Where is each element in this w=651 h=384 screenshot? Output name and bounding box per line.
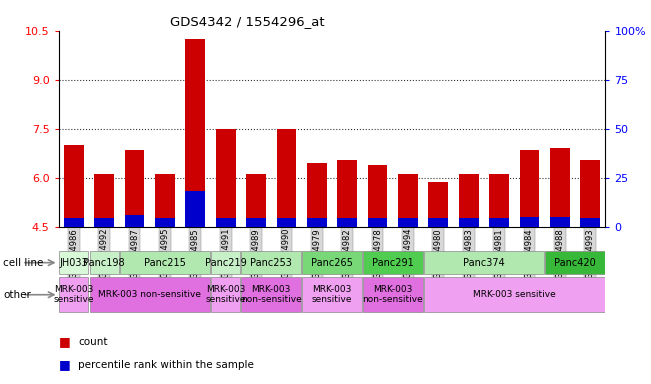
Bar [424, 277, 605, 312]
Bar [215, 129, 236, 227]
Bar [489, 174, 509, 227]
Bar [363, 277, 422, 312]
Bar [363, 251, 422, 274]
Text: Panc265: Panc265 [311, 258, 353, 268]
Bar [186, 191, 205, 227]
Bar [368, 218, 387, 227]
Text: Panc374: Panc374 [463, 258, 505, 268]
Bar [246, 174, 266, 227]
Text: MRK-003
sensitive: MRK-003 sensitive [206, 285, 246, 305]
Text: Panc215: Panc215 [144, 258, 186, 268]
Bar [155, 174, 174, 227]
Bar [307, 218, 327, 227]
Bar [368, 165, 387, 227]
Bar [94, 218, 114, 227]
Bar [155, 218, 174, 227]
Text: percentile rank within the sample: percentile rank within the sample [78, 360, 254, 370]
Text: Panc219: Panc219 [205, 258, 247, 268]
Bar [398, 218, 418, 227]
Text: ■: ■ [59, 358, 70, 371]
Text: MRK-003 sensitive: MRK-003 sensitive [473, 290, 556, 299]
Text: MRK-003
non-sensitive: MRK-003 non-sensitive [363, 285, 423, 305]
Bar [489, 218, 509, 227]
Bar [519, 217, 539, 227]
Text: GDS4342 / 1554296_at: GDS4342 / 1554296_at [170, 15, 325, 28]
Bar [124, 150, 145, 227]
Text: MRK-003
sensitive: MRK-003 sensitive [53, 285, 94, 305]
Bar [550, 148, 570, 227]
Bar [215, 218, 236, 227]
Bar [211, 251, 240, 274]
Text: MRK-003 non-sensitive: MRK-003 non-sensitive [98, 290, 201, 299]
Text: cell line: cell line [3, 258, 44, 268]
Bar [424, 251, 544, 274]
Text: Panc291: Panc291 [372, 258, 413, 268]
Bar [459, 218, 478, 227]
Bar [580, 160, 600, 227]
Text: Panc420: Panc420 [554, 258, 596, 268]
Bar [337, 218, 357, 227]
Bar [242, 277, 301, 312]
Bar [546, 251, 605, 274]
Bar [94, 174, 114, 227]
Bar [428, 182, 448, 227]
Bar [242, 251, 301, 274]
Text: Panc253: Panc253 [251, 258, 292, 268]
Bar [124, 215, 145, 227]
Bar [428, 218, 448, 227]
Text: MRK-003
non-sensitive: MRK-003 non-sensitive [241, 285, 301, 305]
Text: count: count [78, 337, 107, 347]
Text: MRK-003
sensitive: MRK-003 sensitive [312, 285, 352, 305]
Bar [307, 163, 327, 227]
Bar [550, 217, 570, 227]
Bar [64, 145, 83, 227]
Text: JH033: JH033 [59, 258, 88, 268]
Bar [90, 251, 118, 274]
Bar [277, 218, 296, 227]
Bar [277, 129, 296, 227]
Bar [580, 218, 600, 227]
Text: Panc198: Panc198 [83, 258, 125, 268]
Bar [302, 277, 362, 312]
Bar [90, 277, 210, 312]
Bar [64, 218, 83, 227]
Bar [59, 251, 89, 274]
Bar [519, 150, 539, 227]
Bar [398, 174, 418, 227]
Bar [59, 277, 89, 312]
Bar [211, 277, 240, 312]
Text: ■: ■ [59, 335, 70, 348]
Bar [186, 39, 205, 227]
Bar [246, 218, 266, 227]
Bar [120, 251, 210, 274]
Bar [337, 160, 357, 227]
Text: other: other [3, 290, 31, 300]
Bar [302, 251, 362, 274]
Bar [459, 174, 478, 227]
